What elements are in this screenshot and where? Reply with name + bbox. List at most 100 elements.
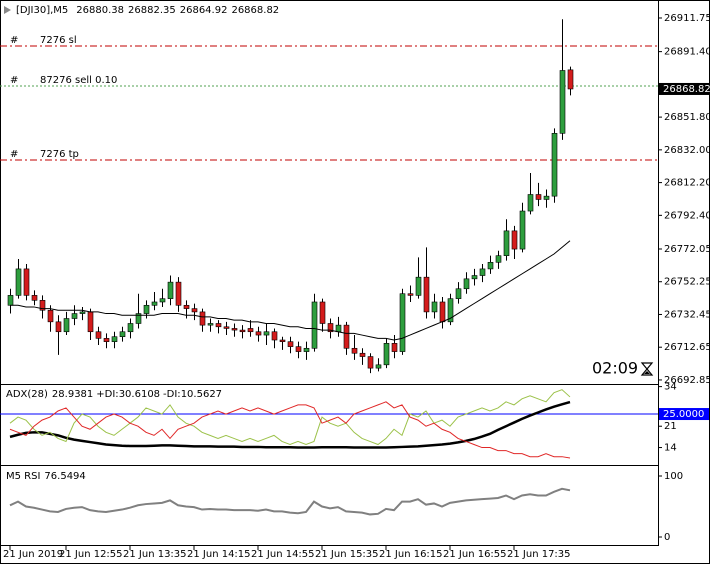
candle-body	[143, 304, 150, 314]
x-tick-label: 21 Jun 16:55	[443, 549, 507, 560]
ohlc-value: 26868.82	[231, 5, 279, 16]
symbol-title: [DJI30],M5	[16, 5, 68, 16]
candle-body	[551, 133, 558, 197]
candle-body	[87, 311, 94, 333]
candle-body	[295, 346, 302, 352]
candle-body	[399, 293, 406, 352]
y-tick-label: 100	[664, 471, 683, 482]
indicator-value: 10.5627	[181, 389, 222, 400]
candle-body	[279, 339, 286, 342]
y-tick-label: 14	[664, 443, 677, 454]
candle-body	[255, 331, 262, 336]
y-tick-label: 26851.80	[664, 112, 710, 123]
indicator-value: 76.5494	[44, 471, 85, 482]
candle-body	[239, 329, 246, 333]
y-tick-label: 34	[664, 382, 677, 393]
candle-body	[471, 275, 478, 280]
candle-body	[487, 261, 494, 270]
candle-body	[247, 328, 254, 333]
candle-body	[95, 331, 102, 339]
candle-body	[431, 301, 438, 313]
indicator-line	[9, 389, 571, 446]
candle-body	[351, 347, 358, 354]
hourglass-sand	[644, 371, 650, 374]
candle-body	[423, 276, 430, 313]
ohlc-value: 26882.35	[128, 5, 176, 16]
x-tick-label: 21 Jun 14:15	[187, 549, 251, 560]
candle-body	[167, 281, 174, 299]
chart-header: [DJI30],M5 26880.38 26882.35 26864.92 26868.…	[16, 5, 279, 16]
level-marker: #	[10, 35, 18, 46]
indicator-title: ADX(28)	[6, 389, 48, 400]
y-tick-label: 26772.05	[664, 244, 710, 255]
indicator-name: +DI:	[96, 389, 118, 400]
y-tick-label: 26692.85	[664, 375, 710, 386]
level-label: 7276 sl	[40, 35, 77, 46]
candle-body	[191, 308, 198, 313]
candle-body	[527, 194, 534, 212]
bar-timer: 02:09	[592, 359, 638, 378]
candle-body	[447, 298, 454, 323]
candle-body	[567, 69, 574, 90]
candle-body	[183, 304, 190, 309]
candle-body	[311, 301, 318, 349]
candle-body	[375, 364, 382, 369]
candle-body	[559, 70, 566, 134]
level-label: 87276 sell 0.10	[40, 75, 117, 86]
indicator-line	[9, 401, 571, 459]
indicator-name: -DI:	[163, 389, 181, 400]
candle-body	[151, 301, 158, 306]
x-tick-label: 21 Jun 17:35	[507, 549, 571, 560]
candle-body	[175, 281, 182, 306]
level-marker: #	[10, 149, 18, 160]
y-tick-label: 21	[664, 421, 677, 432]
moving-average	[10, 240, 571, 341]
candle-body	[391, 343, 398, 352]
x-tick-label: 21 Jun 16:15	[379, 549, 443, 560]
candle-body	[31, 295, 38, 301]
candle-body	[223, 326, 230, 329]
candle-body	[287, 341, 294, 347]
candle-body	[47, 309, 54, 323]
candle-body	[511, 230, 518, 250]
level-marker: #	[10, 75, 18, 86]
hourglass	[640, 362, 654, 376]
candle-body	[327, 323, 334, 333]
candle-body	[207, 323, 214, 326]
candle-body	[343, 324, 350, 349]
candle-body	[439, 301, 446, 323]
y-tick-label: 26792.40	[664, 210, 710, 221]
candle-body	[455, 288, 462, 299]
hourglass-icon	[640, 362, 654, 376]
level-label: 7276 tp	[40, 149, 79, 160]
indicator-value: 30.6108	[119, 389, 160, 400]
current-price: 26868.82	[663, 84, 710, 95]
indicator-title: M5 RSI	[6, 471, 40, 482]
candle-body	[535, 194, 542, 200]
candle-body	[479, 268, 486, 276]
candle-body	[103, 338, 110, 342]
candle-body	[159, 298, 166, 303]
indicator-header: M5 RSI 76.5494	[6, 471, 86, 482]
x-tick-label: 21 Jun 15:35	[315, 549, 379, 560]
y-tick-label: 26911.75	[664, 13, 710, 24]
candle-body	[127, 323, 134, 333]
candle-body	[79, 311, 86, 314]
x-tick-label: 21 Jun 14:55	[251, 549, 315, 560]
indicator-header: ADX(28) 28.9381 +DI:30.6108 -DI:10.5627	[6, 389, 222, 400]
candle-body	[543, 195, 550, 200]
candle-body	[15, 268, 22, 296]
y-tick-label: 26712.65	[664, 342, 710, 353]
candle-body	[23, 268, 30, 296]
candle-body	[495, 255, 502, 263]
y-tick-label: 0	[664, 532, 670, 543]
candle-body	[303, 347, 310, 352]
x-tick-label: 21 Jun 13:35	[123, 549, 187, 560]
price-box	[659, 82, 709, 95]
ohlc-value: 26864.92	[180, 5, 228, 16]
y-tick-label: 26832.00	[664, 145, 710, 156]
